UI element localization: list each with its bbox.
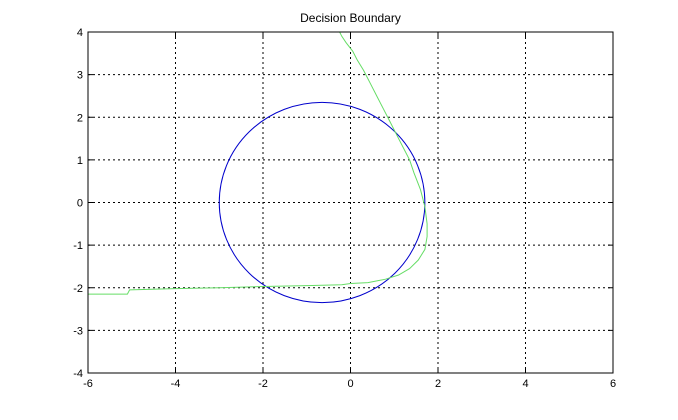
y-tick-label: -3 <box>73 325 83 337</box>
learned-boundary-series <box>88 32 428 295</box>
x-tick-label: 4 <box>522 378 528 390</box>
y-tick-label: 0 <box>77 198 83 210</box>
circle-boundary-series <box>218 101 426 304</box>
x-tick-label: -6 <box>83 378 93 390</box>
y-tick-label: 4 <box>77 27 83 39</box>
x-tick-label: 6 <box>610 378 616 390</box>
y-tick-label: 1 <box>77 155 83 167</box>
x-tick-label: -4 <box>171 378 181 390</box>
y-tick-label: 2 <box>77 112 83 124</box>
y-tick-label: 3 <box>77 70 83 82</box>
y-tick-label: -4 <box>73 368 83 380</box>
chart-title: Decision Boundary <box>300 11 401 25</box>
y-tick-label: -1 <box>73 240 83 252</box>
x-tick-label: 0 <box>347 378 353 390</box>
x-tick-label: -2 <box>258 378 268 390</box>
y-tick-label: -2 <box>73 283 83 295</box>
x-tick-label: 2 <box>435 378 441 390</box>
